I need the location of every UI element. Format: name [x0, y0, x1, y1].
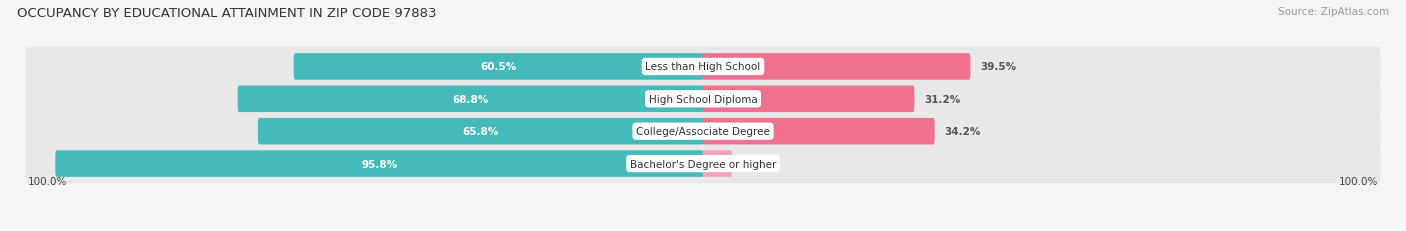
- FancyBboxPatch shape: [238, 86, 703, 112]
- FancyBboxPatch shape: [703, 54, 970, 80]
- FancyBboxPatch shape: [25, 112, 1381, 151]
- FancyBboxPatch shape: [257, 119, 703, 145]
- Text: 100.0%: 100.0%: [28, 176, 67, 187]
- Text: OCCUPANCY BY EDUCATIONAL ATTAINMENT IN ZIP CODE 97883: OCCUPANCY BY EDUCATIONAL ATTAINMENT IN Z…: [17, 7, 436, 20]
- FancyBboxPatch shape: [703, 119, 935, 145]
- FancyBboxPatch shape: [25, 48, 1381, 87]
- Text: Bachelor's Degree or higher: Bachelor's Degree or higher: [630, 159, 776, 169]
- Text: 31.2%: 31.2%: [924, 94, 960, 104]
- Text: Less than High School: Less than High School: [645, 62, 761, 72]
- Text: High School Diploma: High School Diploma: [648, 94, 758, 104]
- FancyBboxPatch shape: [703, 151, 733, 177]
- Text: College/Associate Degree: College/Associate Degree: [636, 127, 770, 137]
- Text: 34.2%: 34.2%: [945, 127, 980, 137]
- FancyBboxPatch shape: [25, 144, 1381, 183]
- Text: Source: ZipAtlas.com: Source: ZipAtlas.com: [1278, 7, 1389, 17]
- Text: 39.5%: 39.5%: [980, 62, 1017, 72]
- FancyBboxPatch shape: [55, 151, 703, 177]
- Text: 100.0%: 100.0%: [1339, 176, 1378, 187]
- Text: 60.5%: 60.5%: [481, 62, 517, 72]
- Text: 95.8%: 95.8%: [361, 159, 398, 169]
- FancyBboxPatch shape: [25, 80, 1381, 119]
- Text: 4.2%: 4.2%: [741, 159, 770, 169]
- Text: 68.8%: 68.8%: [453, 94, 489, 104]
- FancyBboxPatch shape: [703, 86, 914, 112]
- Text: 65.8%: 65.8%: [463, 127, 499, 137]
- FancyBboxPatch shape: [294, 54, 703, 80]
